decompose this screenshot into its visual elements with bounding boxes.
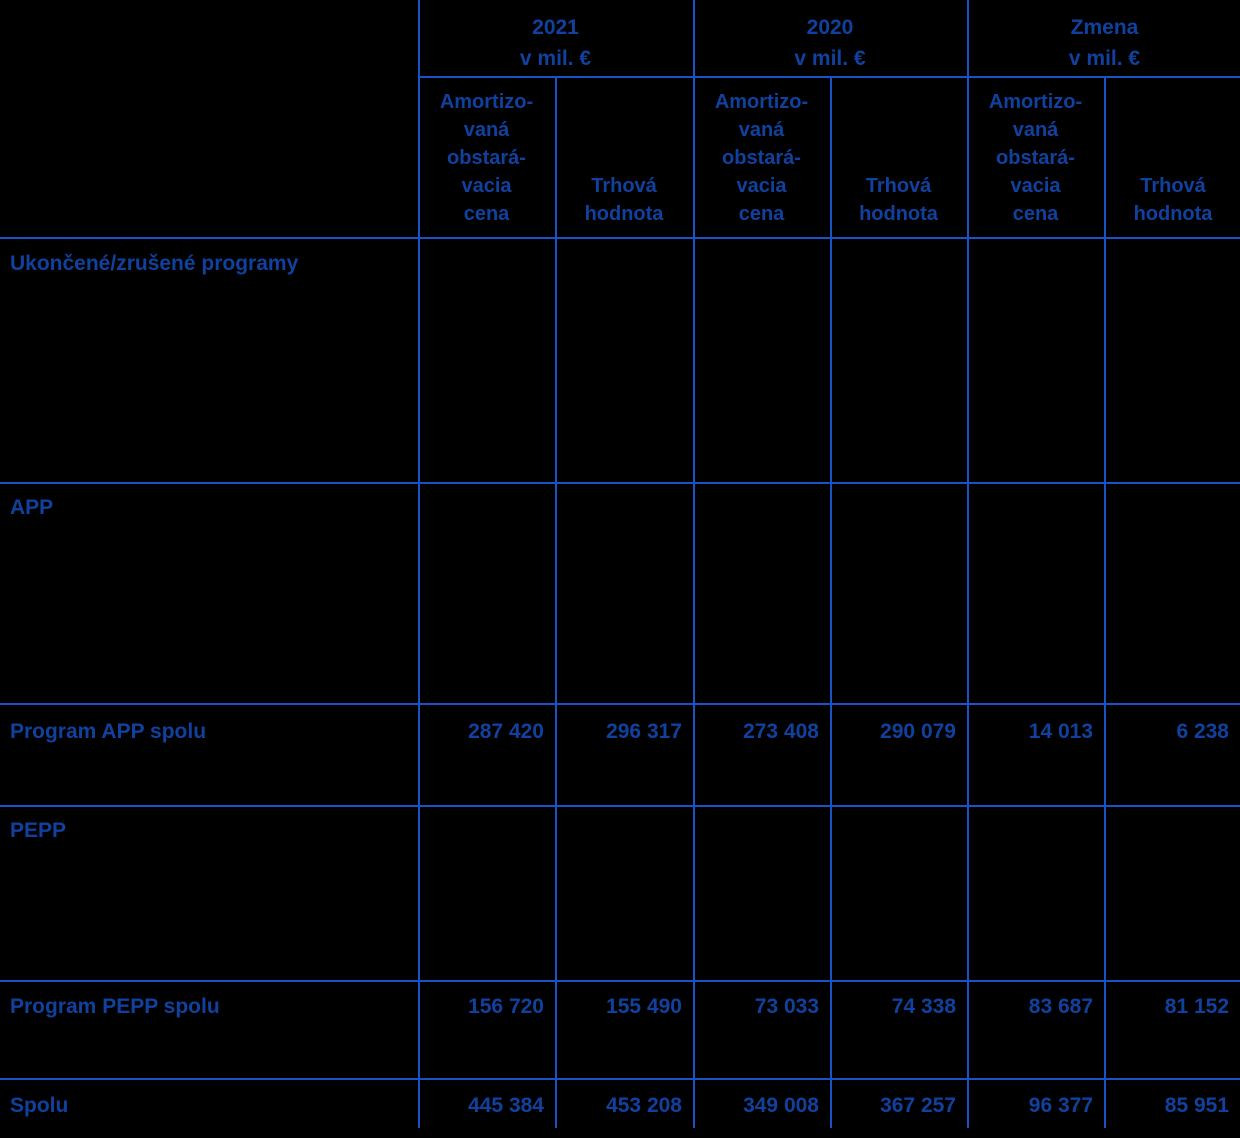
row-label-pepp: PEPP: [10, 819, 67, 842]
column-header-market-value-2020: Trhová hodnota: [832, 78, 965, 228]
column-group-year: 2021: [532, 16, 579, 39]
column-header-amortized-cost-zmena: Amortizo- vaná obstará- vacia cena: [969, 78, 1102, 228]
grid-line-h-app: [0, 703, 1240, 705]
cell-value: 290 079: [880, 720, 956, 743]
grid-line-h-pepp: [0, 980, 1240, 982]
grid-line-v-zmena-mid: [1104, 76, 1106, 1128]
row-label-program-pepp-spolu: Program PEPP spolu: [10, 995, 220, 1018]
column-header-label: Amortizo- vaná obstará- vacia cena: [439, 91, 534, 225]
column-group-zmena: Zmena v mil. €: [969, 0, 1240, 76]
cell-value: 73 033: [754, 995, 819, 1018]
grid-line-h-subheader: [0, 237, 1240, 239]
column-header-label: Amortizo- vaná obstará- vacia cena: [988, 91, 1083, 225]
cell-value: 83 687: [1028, 995, 1093, 1018]
grid-line-v-label-col: [418, 0, 420, 1128]
cell-value: 349 008: [743, 1094, 819, 1117]
column-header-label: Trhová hodnota: [584, 175, 664, 225]
column-group-2020: 2020 v mil. €: [695, 0, 965, 76]
row-label-ukoncene-zrusene-programy: Ukončené/zrušené programy: [10, 252, 299, 275]
column-group-unit: v mil. €: [519, 47, 592, 70]
cell-value: 367 257: [880, 1094, 956, 1117]
cell-value: 14 013: [1028, 720, 1093, 743]
grid-line-h-header: [418, 76, 1240, 78]
row-label-program-app-spolu: Program APP spolu: [10, 720, 207, 743]
grid-line-h-program-app: [0, 805, 1240, 807]
cell-value: 6 238: [1176, 720, 1229, 743]
cell-value: 156 720: [468, 995, 544, 1018]
cell-value: 81 152: [1164, 995, 1229, 1018]
cell-value: 273 408: [743, 720, 819, 743]
column-group-unit: v mil. €: [794, 47, 866, 70]
column-header-label: Trhová hodnota: [1133, 175, 1213, 225]
cell-value: 96 377: [1028, 1094, 1093, 1117]
column-group-year: 2020: [806, 16, 854, 39]
grid-line-v-2020-zmena: [967, 0, 969, 1128]
cell-value: 74 338: [891, 995, 956, 1018]
column-header-amortized-cost-2021: Amortizo- vaná obstará- vacia cena: [420, 78, 553, 228]
column-group-year: Zmena: [1070, 16, 1139, 39]
cell-value: 445 384: [468, 1094, 544, 1117]
cell-value: 453 208: [606, 1094, 682, 1117]
grid-line-v-2020-mid: [830, 76, 832, 1128]
column-header-label: Trhová hodnota: [859, 175, 938, 225]
cell-value: 155 490: [606, 995, 682, 1018]
cell-value: 296 317: [606, 720, 682, 743]
cell-value: 287 420: [468, 720, 544, 743]
grid-line-h-ukoncene: [0, 482, 1240, 484]
column-header-label: Amortizo- vaná obstará- vacia cena: [714, 91, 809, 225]
cell-value: 85 951: [1164, 1094, 1229, 1117]
grid-line-v-2021-mid: [555, 76, 557, 1128]
row-label-app: APP: [10, 496, 54, 519]
column-group-2021: 2021 v mil. €: [420, 0, 691, 76]
grid-line-v-2021-2020: [693, 0, 695, 1128]
column-header-market-value-2021: Trhová hodnota: [557, 78, 691, 228]
row-label-spolu: Spolu: [10, 1094, 69, 1117]
column-header-market-value-zmena: Trhová hodnota: [1106, 78, 1240, 228]
grid-line-h-program-pepp: [0, 1078, 1240, 1080]
column-header-amortized-cost-2020: Amortizo- vaná obstará- vacia cena: [695, 78, 828, 228]
column-group-unit: v mil. €: [1068, 47, 1141, 70]
